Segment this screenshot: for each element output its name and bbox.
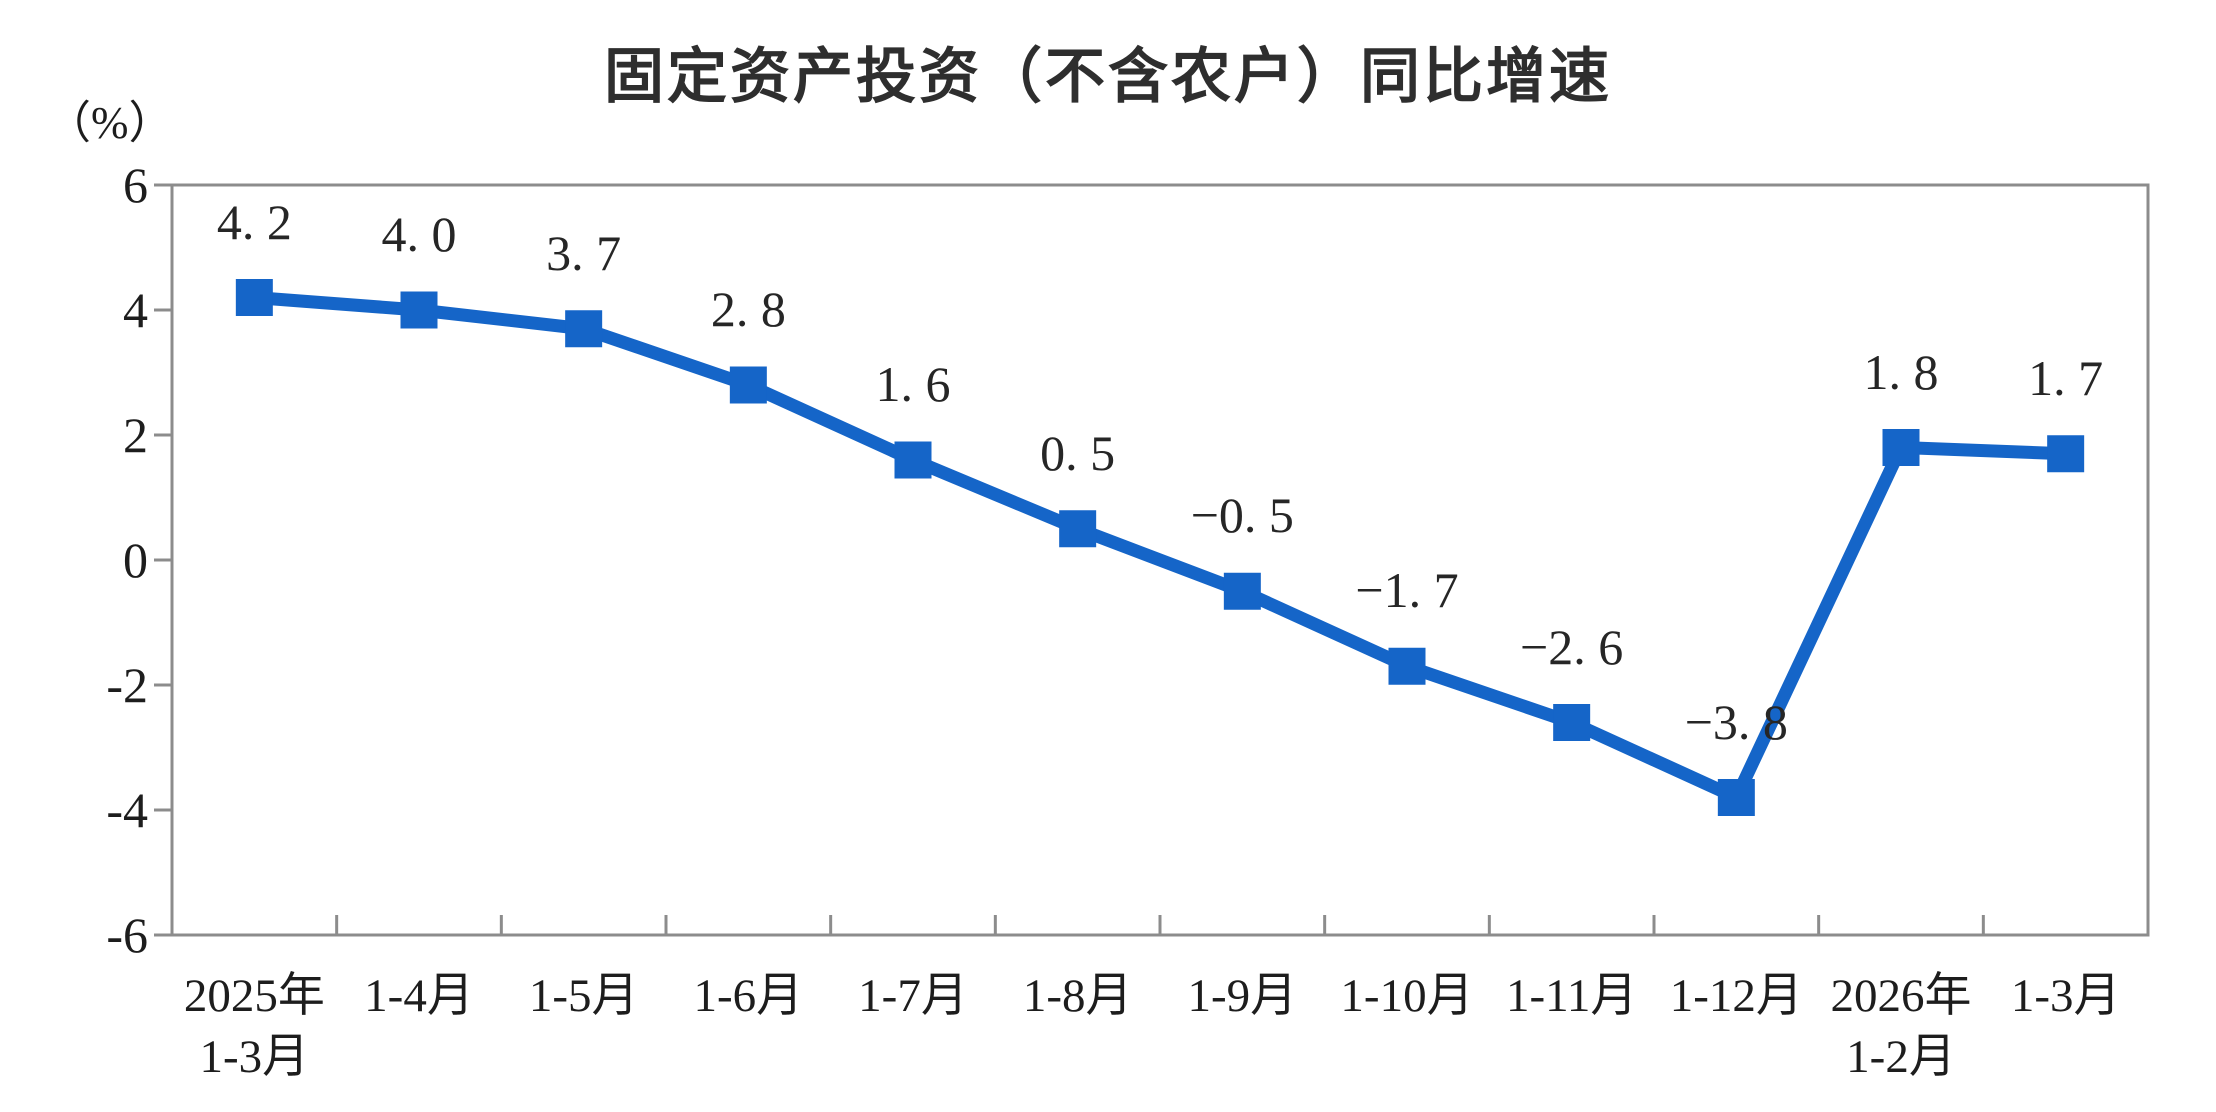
x-axis-label: 1-9月 [1188, 966, 1298, 1027]
data-point-marker [1223, 572, 1261, 610]
data-point-marker [1553, 704, 1591, 741]
x-axis-label: 2025年 1-3月 [184, 966, 325, 1088]
data-point-marker [2047, 435, 2085, 473]
y-tick-label: -6 [106, 907, 148, 963]
data-point-label: 1. 6 [875, 356, 951, 412]
y-tick-label: 4 [123, 282, 148, 338]
y-tick-label: 0 [123, 532, 148, 588]
x-axis-label-line: 1-3月 [2010, 970, 2121, 1022]
x-axis-label-line: 2026年 [1830, 970, 1972, 1022]
data-point-marker [1717, 779, 1755, 816]
x-axis-label-line: 1-2月 [1846, 1031, 1956, 1084]
data-point-label: 3. 7 [546, 224, 622, 281]
x-axis-label-line: 1-8月 [1022, 970, 1133, 1022]
data-line [253, 291, 2066, 807]
x-axis-label: 1-7月 [858, 966, 968, 1027]
y-axis-unit-label: （%） [46, 98, 174, 148]
x-axis-label-line: 1-10月 [1340, 970, 1474, 1022]
x-axis-label-line: 1-9月 [1187, 970, 1298, 1022]
x-axis-label-line: 1-12月 [1669, 970, 1803, 1022]
data-point-label: 4. 0 [381, 206, 457, 262]
data-point-label: −1. 7 [1355, 562, 1459, 619]
x-axis-label: 1-4月 [364, 966, 474, 1027]
y-tick-label: -2 [106, 657, 148, 713]
x-axis-label-line: 1-4月 [364, 970, 474, 1022]
y-tick-label: 6 [123, 157, 148, 213]
data-point-marker [565, 310, 603, 348]
x-axis-label: 2026年 1-2月 [1831, 966, 1972, 1088]
x-axis-label: 1-8月 [1023, 966, 1133, 1027]
x-axis-label: 1-11月 [1506, 966, 1637, 1027]
data-point-marker [1882, 429, 1920, 466]
x-axis-label-line: 1-7月 [858, 970, 968, 1022]
y-tick-label: -4 [106, 782, 148, 838]
chart-title: 固定资产投资（不含农户）同比增速 [604, 43, 1612, 110]
data-point-label: −3. 8 [1684, 693, 1788, 750]
data-point-label: 2. 8 [710, 281, 786, 337]
x-axis-label: 1-12月 [1670, 966, 1803, 1027]
data-point-label: −2. 6 [1520, 618, 1624, 675]
data-point-marker [1059, 510, 1097, 548]
data-point-label: 4. 2 [216, 193, 292, 250]
y-tick-label: 2 [123, 407, 148, 463]
data-point-marker [400, 291, 438, 329]
data-point-marker [235, 279, 273, 316]
data-point-label: 1. 8 [1863, 343, 1939, 400]
x-axis-label-line: 1-11月 [1505, 970, 1638, 1022]
data-point-label: 0. 5 [1040, 424, 1116, 481]
x-axis-label-line: 1-5月 [528, 970, 639, 1022]
x-axis-label-line: 2025年 [183, 970, 325, 1022]
data-point-marker [1388, 647, 1426, 685]
x-axis-label-line: 1-6月 [693, 970, 804, 1022]
data-point-marker [729, 366, 767, 404]
x-axis-label: 1-3月 [2011, 966, 2121, 1027]
data-point-label: 1. 7 [2028, 349, 2104, 406]
data-point-label: −0. 5 [1190, 487, 1294, 544]
x-axis-label: 1-5月 [529, 966, 639, 1027]
x-axis-label: 1-10月 [1340, 966, 1473, 1027]
x-axis-label: 1-6月 [694, 966, 804, 1027]
data-point-marker [894, 441, 932, 479]
x-axis-label-line: 1-3月 [199, 1031, 310, 1084]
